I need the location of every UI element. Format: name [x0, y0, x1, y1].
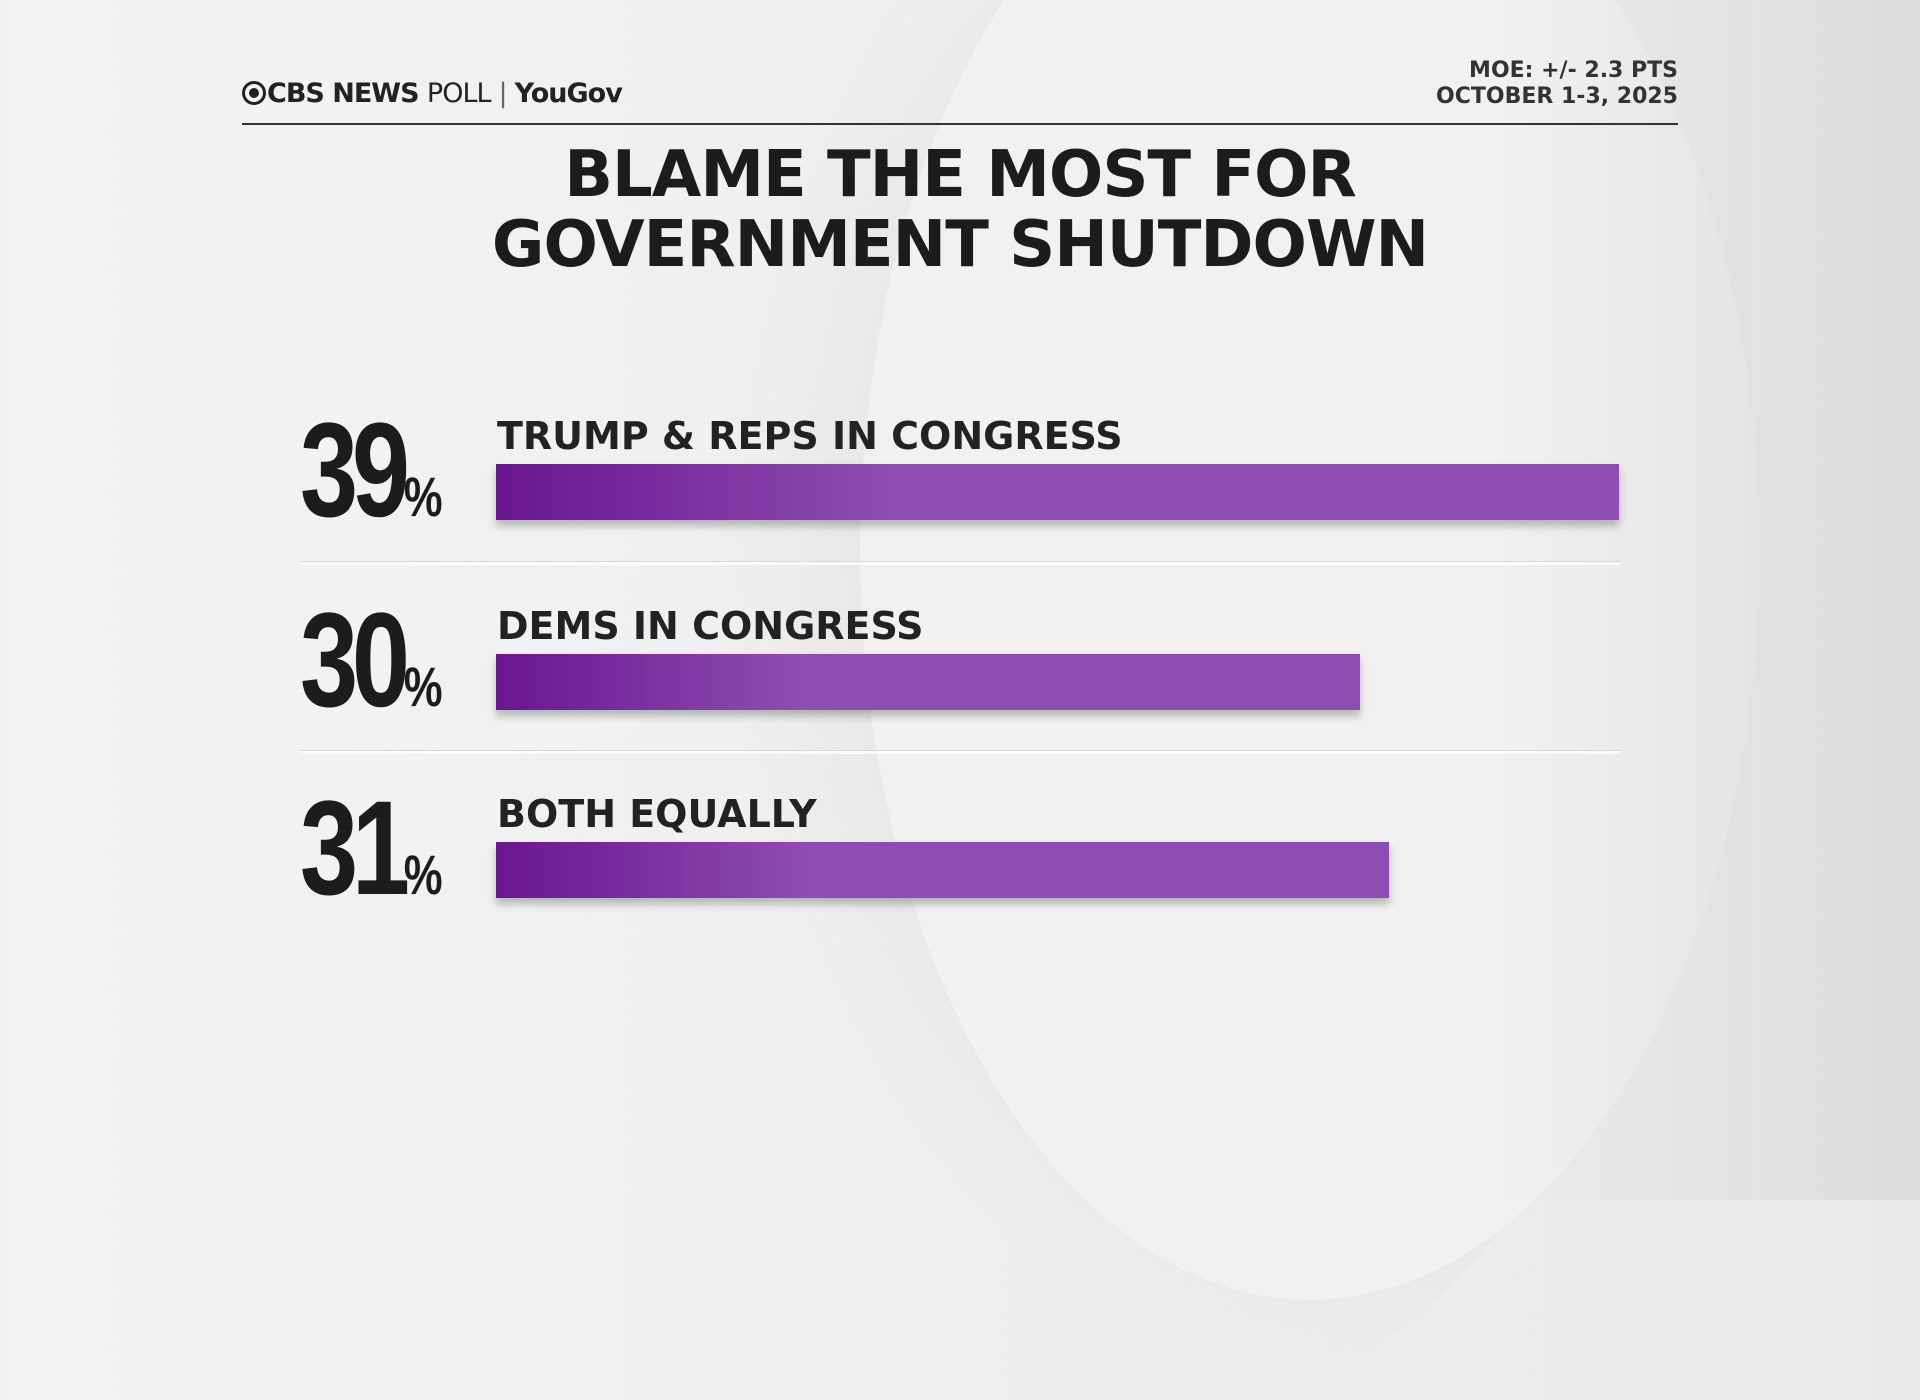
value-label: 31%: [300, 774, 443, 923]
category-label: BOTH EQUALLY: [497, 792, 817, 836]
brand-suffix: POLL: [426, 78, 492, 109]
cbs-news-poll-logo: CBS NEWS POLL | YouGov: [242, 78, 623, 109]
partner-logo: YouGov: [514, 78, 623, 109]
chart-title: BLAME THE MOST FOR GOVERNMENT SHUTDOWN: [0, 140, 1920, 280]
bar: [496, 842, 1389, 898]
cbs-eye-icon: [242, 81, 266, 105]
title-line-1: BLAME THE MOST FOR: [564, 138, 1357, 212]
category-label: TRUMP & REPS IN CONGRESS: [497, 414, 1123, 458]
row-divider: [300, 751, 1620, 754]
brand: CBS NEWS: [267, 78, 420, 109]
title-line-2: GOVERNMENT SHUTDOWN: [491, 208, 1429, 282]
bar: [496, 654, 1360, 710]
value-label: 39%: [300, 396, 443, 545]
margin-of-error: MOE: +/- 2.3 PTS: [1469, 58, 1678, 83]
poll-dates: OCTOBER 1-3, 2025: [1436, 84, 1678, 109]
bar: [496, 464, 1620, 520]
poll-meta: MOE: +/- 2.3 PTS OCTOBER 1-3, 2025: [1436, 58, 1678, 110]
category-label: DEMS IN CONGRESS: [497, 604, 924, 648]
header-rule: [242, 123, 1678, 125]
value-label: 30%: [300, 586, 443, 735]
row-divider: [300, 562, 1620, 565]
background-shade: [1500, 0, 1920, 1200]
